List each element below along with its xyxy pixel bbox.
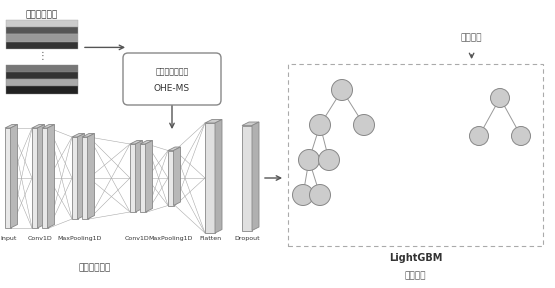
Text: 数据预处理算法: 数据预处理算法 bbox=[155, 67, 189, 76]
Polygon shape bbox=[5, 128, 11, 228]
Polygon shape bbox=[130, 144, 135, 212]
Circle shape bbox=[319, 149, 340, 170]
Text: LightGBM: LightGBM bbox=[389, 253, 442, 263]
FancyBboxPatch shape bbox=[123, 53, 221, 105]
Circle shape bbox=[331, 79, 352, 101]
Polygon shape bbox=[48, 124, 54, 228]
Polygon shape bbox=[135, 141, 143, 212]
Circle shape bbox=[354, 115, 375, 135]
Circle shape bbox=[299, 149, 320, 170]
Polygon shape bbox=[78, 134, 84, 219]
Polygon shape bbox=[215, 120, 222, 233]
Bar bbox=[6, 41, 78, 49]
Circle shape bbox=[292, 185, 314, 206]
Polygon shape bbox=[5, 124, 18, 128]
Polygon shape bbox=[205, 120, 222, 123]
Polygon shape bbox=[174, 147, 180, 206]
Text: OHE-MS: OHE-MS bbox=[154, 84, 190, 93]
Bar bbox=[6, 34, 78, 41]
Polygon shape bbox=[252, 122, 259, 230]
Polygon shape bbox=[32, 124, 44, 128]
Polygon shape bbox=[82, 137, 88, 219]
Text: Conv1D: Conv1D bbox=[28, 236, 52, 241]
Polygon shape bbox=[140, 144, 145, 212]
Text: 分类结果: 分类结果 bbox=[461, 33, 482, 42]
Polygon shape bbox=[205, 123, 215, 233]
Bar bbox=[6, 72, 78, 79]
Text: Conv1D: Conv1D bbox=[125, 236, 149, 241]
Polygon shape bbox=[11, 124, 18, 228]
Polygon shape bbox=[242, 122, 259, 126]
Polygon shape bbox=[242, 126, 252, 230]
Polygon shape bbox=[82, 134, 94, 137]
Circle shape bbox=[470, 126, 488, 145]
Text: Flatten: Flatten bbox=[199, 236, 221, 241]
Text: 网络流量数据: 网络流量数据 bbox=[26, 10, 58, 19]
Polygon shape bbox=[130, 141, 143, 144]
Polygon shape bbox=[72, 137, 78, 219]
Text: 特征提取算法: 特征提取算法 bbox=[79, 263, 111, 272]
Text: 分类算法: 分类算法 bbox=[405, 271, 426, 280]
Bar bbox=[6, 65, 78, 72]
Circle shape bbox=[512, 126, 531, 145]
Polygon shape bbox=[42, 128, 48, 228]
Bar bbox=[6, 79, 78, 86]
Polygon shape bbox=[38, 124, 44, 228]
Polygon shape bbox=[145, 141, 153, 212]
Text: Input: Input bbox=[0, 236, 17, 241]
Text: MaxPooling1D: MaxPooling1D bbox=[58, 236, 102, 241]
Polygon shape bbox=[88, 134, 94, 219]
Bar bbox=[6, 27, 78, 34]
FancyBboxPatch shape bbox=[288, 64, 543, 246]
Polygon shape bbox=[140, 141, 153, 144]
Text: MaxPooling1D: MaxPooling1D bbox=[149, 236, 193, 241]
Bar bbox=[6, 86, 78, 94]
Polygon shape bbox=[42, 124, 54, 128]
Polygon shape bbox=[32, 128, 38, 228]
Polygon shape bbox=[168, 151, 174, 206]
Text: Dropout: Dropout bbox=[234, 236, 260, 241]
Polygon shape bbox=[72, 134, 84, 137]
Circle shape bbox=[310, 185, 330, 206]
Circle shape bbox=[310, 115, 330, 135]
Text: ⋮: ⋮ bbox=[37, 51, 47, 61]
Bar bbox=[6, 20, 78, 27]
Polygon shape bbox=[168, 147, 180, 151]
Circle shape bbox=[491, 88, 509, 107]
